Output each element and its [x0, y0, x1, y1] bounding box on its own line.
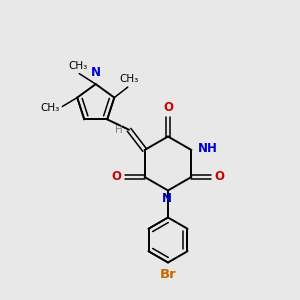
Text: O: O	[112, 170, 122, 184]
Text: H: H	[115, 125, 122, 135]
Text: CH₃: CH₃	[68, 61, 87, 70]
Text: O: O	[163, 101, 173, 114]
Text: Br: Br	[160, 268, 176, 281]
Text: CH₃: CH₃	[40, 103, 59, 113]
Text: NH: NH	[198, 142, 218, 155]
Text: CH₃: CH₃	[120, 74, 139, 84]
Text: O: O	[214, 170, 224, 184]
Text: N: N	[162, 192, 172, 205]
Text: N: N	[91, 66, 101, 79]
